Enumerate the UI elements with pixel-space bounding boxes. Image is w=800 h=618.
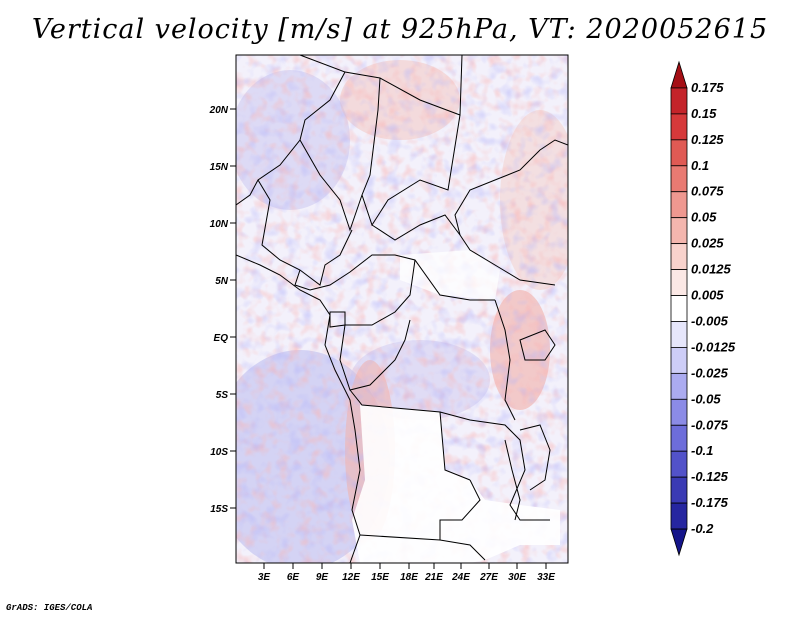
lat-label: EQ	[214, 333, 229, 344]
colorbar-segment	[670, 476, 688, 504]
lon-label: 18E	[400, 572, 418, 583]
lat-label: 15N	[210, 162, 229, 173]
colorbar: 0.175 0.15 0.125 0.1 0.075 0.05 0.025 0.0125 0.0…	[670, 60, 736, 557]
colorbar-label: 0.025	[691, 236, 724, 251]
colorbar-label: -0.125	[691, 469, 729, 484]
lat-label: 15S	[210, 504, 228, 515]
lon-axis: 3E 6E 9E 12E 15E 18E 21E 24E 27E 30E 33E	[258, 563, 555, 583]
chart-title: Vertical velocity [m/s] at 925hPa, VT: 2…	[31, 14, 769, 45]
colorbar-label: 0.05	[691, 210, 717, 225]
colorbar-segment	[670, 217, 688, 245]
lon-label: 3E	[258, 572, 271, 583]
colorbar-label: -0.2	[691, 521, 714, 536]
colorbar-label: -0.0125	[691, 339, 736, 354]
colorbar-segment	[670, 398, 688, 426]
colorbar-label: -0.005	[691, 313, 729, 328]
map-area	[236, 55, 568, 563]
lat-label: 10S	[210, 447, 228, 458]
lon-label: 12E	[342, 572, 360, 583]
colorbar-segment	[670, 191, 688, 219]
colorbar-segment	[670, 60, 688, 89]
lat-label: 10N	[210, 219, 229, 230]
lat-label: 5S	[216, 390, 229, 401]
colorbar-label: 0.15	[691, 106, 717, 121]
colorbar-segment	[670, 269, 688, 296]
map-frame	[235, 54, 569, 564]
lon-label: 30E	[508, 572, 526, 583]
lat-label: 5N	[215, 276, 229, 287]
lon-label: 15E	[371, 572, 389, 583]
colorbar-label: -0.075	[691, 417, 729, 432]
colorbar-segment	[670, 528, 688, 557]
lon-label: 27E	[479, 572, 498, 583]
grads-credit: GrADS: IGES/COLA	[6, 603, 93, 613]
colorbar-label: 0.075	[691, 184, 724, 199]
colorbar-segment	[670, 424, 688, 452]
lon-label: 24E	[451, 572, 470, 583]
colorbar-segment	[670, 372, 688, 400]
colorbar-label: -0.05	[691, 391, 721, 406]
colorbar-label: -0.025	[691, 365, 729, 380]
colorbar-segment	[670, 347, 688, 374]
colorbar-label: 0.125	[691, 132, 724, 147]
lat-axis: 20N 15N 10N 5N EQ 5S 10S 15S	[209, 105, 236, 515]
colorbar-label: 0.005	[691, 288, 724, 303]
colorbar-segment	[670, 450, 688, 478]
colorbar-segment	[670, 165, 688, 193]
colorbar-segment	[670, 295, 688, 322]
lon-label: 6E	[287, 572, 300, 583]
lat-label: 20N	[209, 105, 229, 116]
colorbar-segment	[670, 87, 688, 115]
colorbar-segment	[670, 243, 688, 270]
colorbar-label: 0.1	[691, 158, 709, 173]
country-borders	[236, 55, 568, 563]
lon-label: 9E	[316, 572, 329, 583]
colorbar-label: -0.175	[691, 495, 729, 510]
colorbar-label: 0.0125	[691, 262, 732, 277]
colorbar-label: 0.175	[691, 80, 724, 95]
lon-label: 21E	[424, 572, 443, 583]
colorbar-segment	[670, 502, 688, 530]
colorbar-label: -0.1	[691, 443, 713, 458]
lon-label: 33E	[537, 572, 555, 583]
colorbar-segment	[670, 113, 688, 141]
colorbar-segment	[670, 139, 688, 167]
colorbar-segment	[670, 321, 688, 348]
